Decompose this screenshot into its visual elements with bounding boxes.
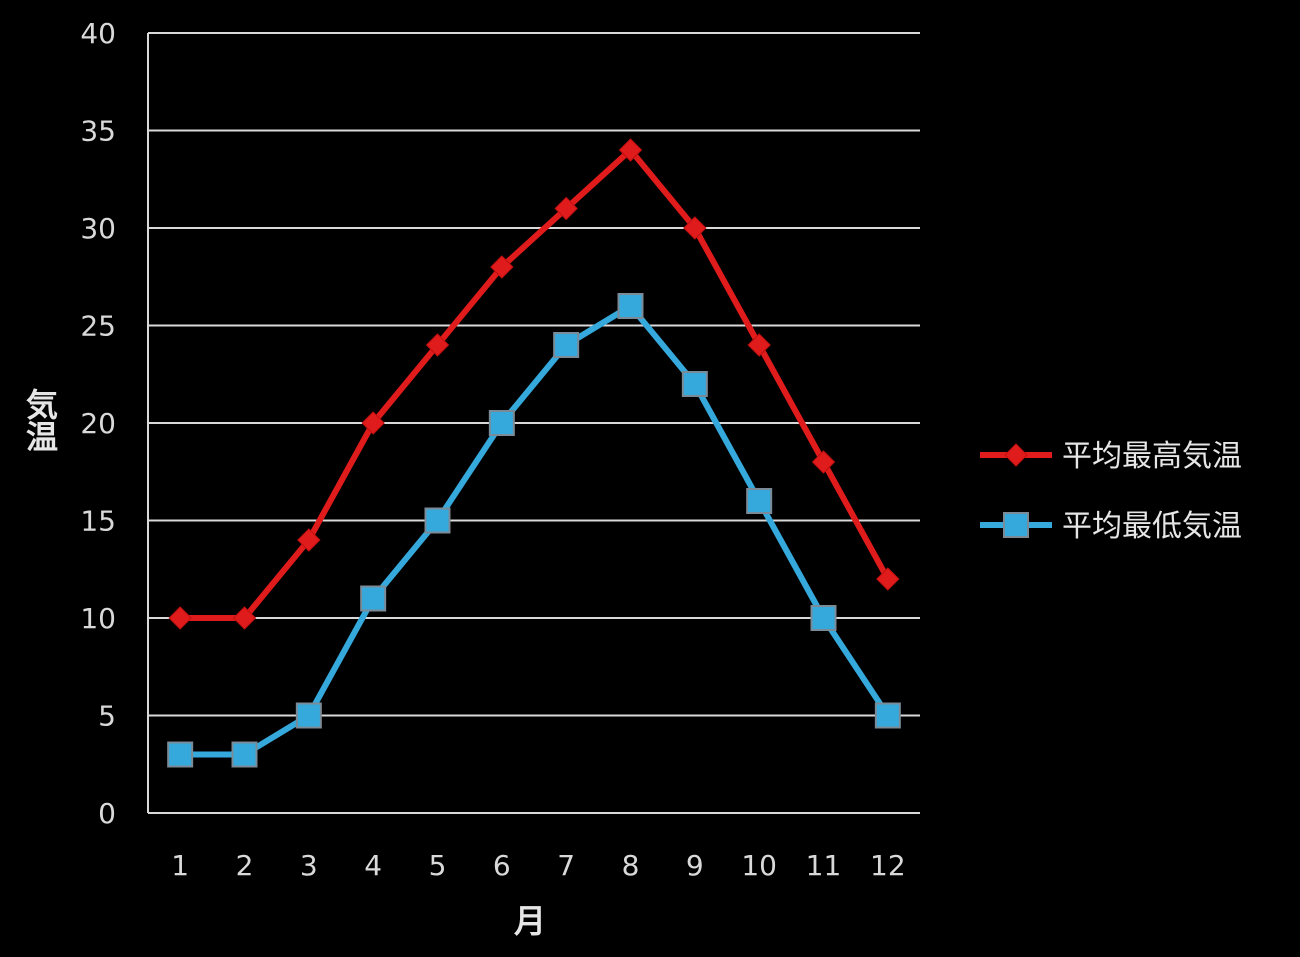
x-tick-label: 5 [429,849,447,882]
data-point [681,371,708,397]
data-point [168,606,192,630]
x-tick-label: 8 [622,849,640,882]
x-tick-labels: 1 2 3 4 5 6 7 8 9 10 11 12 [171,849,905,882]
legend-marker [1003,512,1029,538]
y-tick-label: 5 [98,700,116,733]
y-tick-label: 40 [80,17,116,50]
data-point [618,138,643,162]
y-tick-label: 15 [80,505,116,538]
x-tick-label: 10 [741,849,777,882]
legend-entry: 平均最高気温 [980,439,1242,474]
y-tick-label: 10 [80,602,116,635]
data-point [425,333,450,357]
data-point [617,293,644,319]
data-point [554,196,578,221]
series-max-temp [168,138,900,630]
x-tick-label: 9 [686,849,704,882]
legend-label: 平均最高気温 [1062,439,1242,474]
gridlines [148,32,920,717]
series-line [177,303,891,758]
y-tick-label: 25 [80,310,116,343]
y-tick-label: 0 [98,797,116,830]
data-point [746,488,773,514]
x-tick-label: 12 [870,849,906,882]
data-point [295,702,322,729]
data-point [490,255,514,279]
data-point [424,507,451,534]
data-point [232,606,257,630]
data-point [488,410,515,436]
y-tick-label: 20 [80,407,116,440]
x-tick-label: 1 [171,849,189,882]
data-point [361,411,385,435]
data-point [810,605,837,631]
x-tick-label: 7 [557,849,575,882]
legend-entry: 平均最低気温 [980,509,1242,544]
data-point [360,585,387,612]
axes [147,33,920,814]
data-point [747,333,771,357]
x-tick-label: 4 [364,849,382,882]
data-point [167,741,194,768]
x-tick-label: 3 [300,849,318,882]
y-tick-label: 30 [80,212,116,245]
data-point [553,332,580,358]
x-tick-label: 6 [493,849,511,882]
y-tick-labels: 0 5 10 15 20 25 30 35 40 [80,17,116,830]
x-tick-label: 11 [806,849,842,882]
y-axis-title: 気温 [21,388,59,452]
data-series [167,138,901,768]
y-tick-label: 35 [80,115,116,148]
data-point [683,216,707,240]
series-line [177,147,891,621]
legend-label: 平均最低気温 [1062,509,1242,544]
data-point [297,528,321,552]
data-point [811,450,836,474]
x-tick-label: 2 [236,849,254,882]
data-point [876,567,900,591]
series-min-temp [167,293,901,768]
data-point [231,741,258,768]
legend-marker [1004,443,1028,467]
x-axis-title: 月 [514,902,546,940]
data-point [874,702,901,729]
